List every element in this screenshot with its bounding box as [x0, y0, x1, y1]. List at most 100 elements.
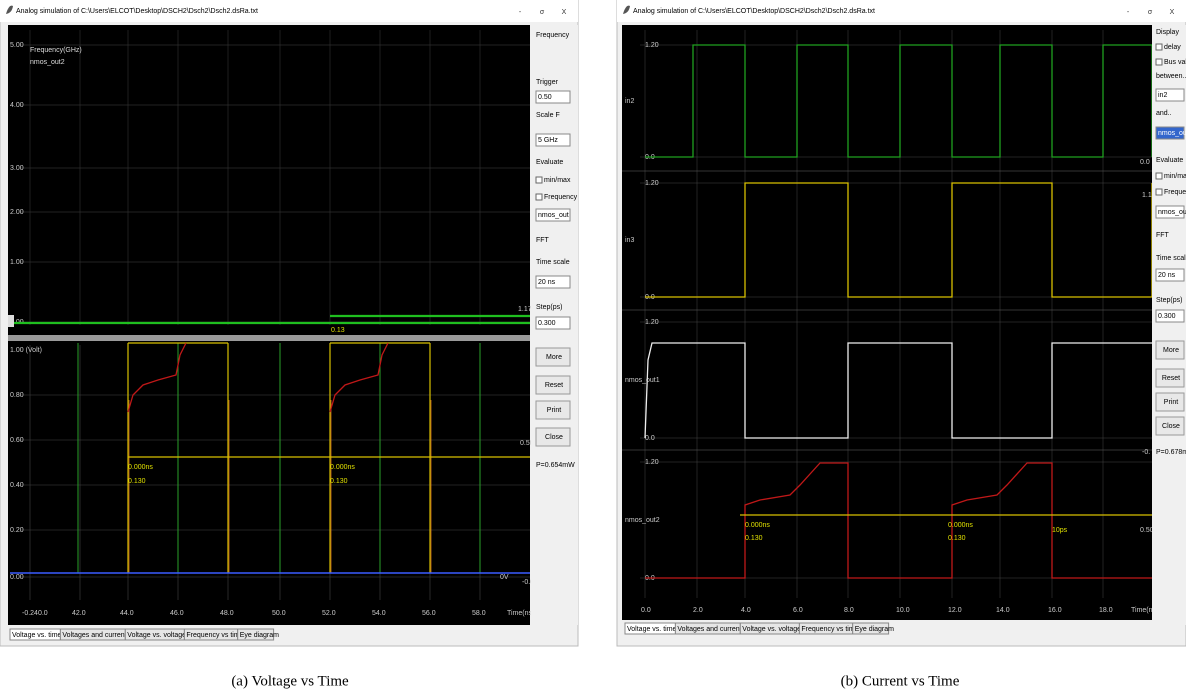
app-icon	[623, 5, 630, 14]
title-bar	[0, 0, 578, 22]
panel-label: Trigger	[536, 79, 559, 86]
annotation: 0V	[500, 574, 509, 581]
annotation: 0.13	[331, 327, 345, 334]
input-box[interactable]	[535, 316, 571, 330]
side-panel	[1152, 25, 1186, 625]
button[interactable]	[1155, 368, 1185, 388]
x-label: 58.0	[472, 610, 486, 617]
panel-label: Step(ps)	[1156, 297, 1182, 304]
separator	[8, 335, 530, 341]
input-box[interactable]	[535, 133, 571, 147]
button-label: Print	[547, 407, 561, 414]
panel-label: FFT	[1156, 232, 1170, 239]
x-label: 54.0	[372, 610, 386, 617]
x-label: 12.0	[948, 607, 962, 614]
checkbox[interactable]	[535, 176, 543, 184]
y-label: 2.00	[10, 209, 24, 216]
panel-label: P=0.654mW	[536, 462, 575, 469]
legend: nmos_out2	[30, 59, 65, 66]
button-label: Print	[1164, 399, 1178, 406]
input-value: nmos_out	[1158, 130, 1186, 137]
x-label: 16.0	[1048, 607, 1062, 614]
x-label: -0.240.0	[22, 610, 48, 617]
x-label: 6.0	[793, 607, 803, 614]
window-button: -	[1127, 9, 1130, 16]
checkbox[interactable]	[535, 193, 543, 201]
channel-name: nmos_out2	[625, 517, 660, 524]
input-box[interactable]	[1155, 205, 1185, 219]
panel-label: Time scale	[1156, 255, 1186, 262]
annotation: 0.000ns	[948, 522, 973, 529]
window-button: -	[519, 9, 522, 16]
checkbox[interactable]	[1155, 58, 1163, 66]
annotation: 10ps	[1052, 527, 1068, 534]
checkbox-label: min/max	[1164, 173, 1186, 180]
panel-label: Step(ps)	[536, 304, 562, 311]
window-title: Analog simulation of C:\Users\ELCOT\Desk…	[16, 8, 258, 15]
x-label: 18.0	[1099, 607, 1113, 614]
tab-label: Voltage vs. time	[627, 626, 677, 633]
input-box[interactable]	[535, 275, 571, 289]
input-value: nmos_out	[538, 212, 569, 219]
tab[interactable]	[237, 628, 275, 641]
tab-label: Voltage vs. voltage	[742, 626, 801, 633]
tab-label: Voltages and currents	[62, 632, 130, 639]
caption: (b) Current vs Time	[841, 673, 960, 689]
button-label: Reset	[1162, 375, 1180, 382]
button[interactable]	[535, 427, 571, 447]
trace	[644, 342, 1152, 439]
input-value: nmos_out	[1158, 209, 1186, 216]
x-label: 50.0	[272, 610, 286, 617]
input-box[interactable]	[1155, 268, 1185, 282]
input-box[interactable]	[1155, 126, 1185, 140]
window-button: X	[562, 9, 567, 16]
tab[interactable]	[852, 622, 890, 635]
x-label: 0.0	[641, 607, 651, 614]
checkbox[interactable]	[1155, 172, 1163, 180]
plot-area	[8, 25, 530, 625]
annotation: 0.130	[745, 535, 763, 542]
panel-label: Evaluate	[1156, 157, 1183, 164]
input-box[interactable]	[1155, 88, 1185, 102]
legend: Frequency(GHz)	[30, 47, 82, 54]
y-label: 0.00	[10, 574, 24, 581]
channel-high: 1.20	[645, 180, 659, 187]
input-box[interactable]	[1155, 309, 1185, 323]
checkbox[interactable]	[1155, 43, 1163, 51]
button[interactable]	[535, 347, 571, 367]
annotation: -0.0	[522, 579, 534, 586]
input-box[interactable]	[535, 90, 571, 104]
input-value: 20 ns	[538, 279, 556, 286]
checkbox[interactable]	[1155, 188, 1163, 196]
panel-label: FFT	[536, 237, 550, 244]
button[interactable]	[1155, 340, 1185, 360]
x-label: 10.0	[896, 607, 910, 614]
button-label: Close	[1162, 423, 1180, 430]
input-value: in2	[1158, 92, 1167, 99]
channel-high: 1.20	[645, 319, 659, 326]
channel-low: 0.0	[645, 435, 655, 442]
button[interactable]	[535, 375, 571, 395]
button[interactable]	[1155, 416, 1185, 436]
y-label: 4.00	[10, 102, 24, 109]
title-bar	[617, 0, 1186, 22]
channel-high: 1.20	[645, 42, 659, 49]
button[interactable]	[535, 400, 571, 420]
scroll-handle	[8, 315, 14, 327]
annotation: 0.130	[330, 478, 348, 485]
panel-label: P=0.678mW	[1156, 449, 1186, 456]
x-label: 42.0	[72, 610, 86, 617]
window-button: σ	[1148, 9, 1153, 16]
y-label: 1.00	[10, 259, 24, 266]
button[interactable]	[1155, 392, 1185, 412]
input-box[interactable]	[535, 208, 571, 222]
x-label: 8.0	[844, 607, 854, 614]
panel-label: Display	[1156, 29, 1179, 36]
x-label: 52.0	[322, 610, 336, 617]
tab-label: Eye diagram	[855, 626, 894, 633]
x-label: 46.0	[170, 610, 184, 617]
y-label: 0.80	[10, 392, 24, 399]
button-label: More	[546, 354, 562, 361]
window-title: Analog simulation of C:\Users\ELCOT\Desk…	[633, 8, 875, 15]
